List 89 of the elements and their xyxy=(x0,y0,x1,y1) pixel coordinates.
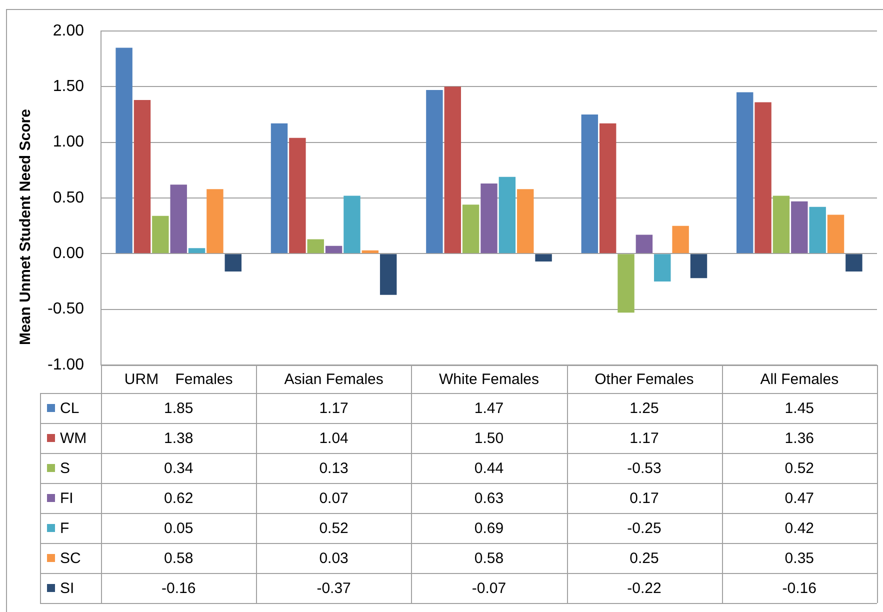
data-label: 1.45 xyxy=(784,400,814,418)
bar xyxy=(462,204,480,254)
bar xyxy=(170,184,187,254)
y-tick-label: -1.00 xyxy=(48,356,84,374)
bar xyxy=(809,206,826,254)
data-label: 1.04 xyxy=(319,430,348,448)
data-label: 0.44 xyxy=(474,460,504,478)
bar xyxy=(517,189,534,254)
data-label: 1.17 xyxy=(630,430,659,448)
data-label: 1.38 xyxy=(164,430,194,448)
bar xyxy=(581,114,598,254)
legend-label: SC xyxy=(60,550,82,568)
y-tick-label: 1.00 xyxy=(52,134,84,151)
x-tick-label: All Females xyxy=(760,371,839,388)
data-label: 0.35 xyxy=(784,550,814,568)
data-label: -0.16 xyxy=(162,580,196,598)
bar xyxy=(599,123,616,254)
bar xyxy=(791,201,808,254)
bar xyxy=(535,254,552,262)
bar xyxy=(307,239,324,254)
legend-label: CL xyxy=(60,400,80,418)
data-label: 0.42 xyxy=(784,520,814,538)
bar xyxy=(270,123,288,254)
data-label: 0.13 xyxy=(319,460,348,478)
x-tick-label: Asian Females xyxy=(284,371,384,388)
data-label: 0.58 xyxy=(164,550,194,568)
bar xyxy=(736,92,754,254)
bar xyxy=(426,90,443,254)
x-tick-label: Other Females xyxy=(594,371,694,388)
legend-label: FI xyxy=(60,490,74,508)
bar xyxy=(618,254,634,313)
data-label: 0.58 xyxy=(474,550,504,568)
data-label: 0.17 xyxy=(630,490,659,508)
data-label: -0.22 xyxy=(627,580,662,598)
bar xyxy=(289,138,306,254)
data-label: 0.52 xyxy=(784,460,814,478)
bar xyxy=(188,248,206,254)
data-label: 0.47 xyxy=(784,490,814,508)
bar xyxy=(754,102,772,254)
data-label: -0.25 xyxy=(627,520,662,538)
bar xyxy=(380,254,397,295)
data-label: 1.85 xyxy=(164,400,194,418)
data-label: -0.07 xyxy=(472,580,506,598)
data-label: -0.37 xyxy=(316,580,351,598)
bar xyxy=(444,86,461,254)
y-tick-label: 0.50 xyxy=(52,189,84,206)
bar xyxy=(325,246,342,254)
data-label: 0.05 xyxy=(164,520,194,538)
data-label: 0.07 xyxy=(319,490,348,508)
y-tick-label: 1.50 xyxy=(52,78,84,96)
legend-label: WM xyxy=(60,430,87,448)
data-label: 1.17 xyxy=(319,400,348,418)
bar xyxy=(846,254,862,272)
data-label: -0.16 xyxy=(782,580,816,598)
bar xyxy=(690,254,708,278)
y-tick-label: 0.00 xyxy=(52,245,84,262)
legend-label: SI xyxy=(60,580,74,598)
bar xyxy=(654,254,671,282)
bar xyxy=(134,100,151,254)
data-label: 1.47 xyxy=(474,400,504,418)
data-label: 1.50 xyxy=(474,430,504,448)
x-tick-label: White Females xyxy=(438,371,540,388)
data-label: 0.69 xyxy=(474,520,504,538)
bar xyxy=(827,214,844,254)
data-label: 1.36 xyxy=(784,430,814,448)
bar xyxy=(152,216,169,254)
data-label: 0.25 xyxy=(630,550,659,568)
data-label: 0.63 xyxy=(474,490,504,508)
y-tick-label: 2.00 xyxy=(52,22,84,40)
data-label: 0.03 xyxy=(319,550,348,568)
bar xyxy=(636,234,653,254)
bar xyxy=(116,48,132,254)
bar xyxy=(206,189,224,254)
bar xyxy=(672,226,689,254)
bar xyxy=(772,196,790,254)
y-tick-label: -0.50 xyxy=(48,300,84,318)
bar xyxy=(224,254,242,272)
bar xyxy=(480,184,498,254)
data-label: 0.34 xyxy=(164,460,194,478)
legend-label: S xyxy=(60,460,70,478)
x-tick-label: URM Females xyxy=(124,371,233,388)
data-label: 0.62 xyxy=(164,490,194,508)
y-axis-title: Mean Unmet Student Need Score xyxy=(17,109,34,345)
bar xyxy=(498,176,516,254)
legend-label: F xyxy=(60,520,70,538)
bar xyxy=(344,196,360,254)
data-label: 0.52 xyxy=(319,520,348,538)
data-label: 1.25 xyxy=(630,400,659,418)
data-label: -0.53 xyxy=(627,460,662,478)
